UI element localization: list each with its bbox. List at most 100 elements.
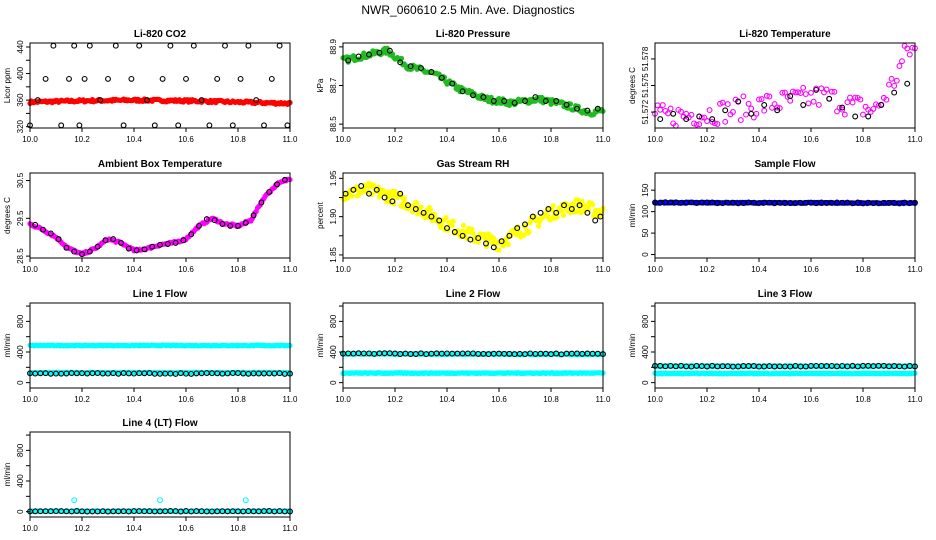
data-point — [818, 85, 825, 92]
data-point — [428, 69, 435, 75]
series-2 — [27, 370, 293, 377]
data-point — [852, 113, 859, 120]
chart-gas_rh: Gas Stream RH percent 10.0 10.2 10.4 10.6 10.8… — [316, 159, 611, 274]
chart-ambient_temp: Ambient Box Temperature degrees C 10.0 10.2… — [3, 159, 298, 274]
data-point — [560, 212, 567, 218]
y-tick-label: 88.9 — [329, 39, 338, 55]
data-point — [397, 59, 404, 66]
data-point — [714, 121, 721, 127]
chart-sample_flow: Sample Flow ml/min 10.0 10.2 10.4 10.6 10.8 11.… — [628, 159, 923, 274]
data-point — [401, 196, 408, 202]
y-tick-label: 0 — [641, 252, 650, 257]
x-tick-label: 11.0 — [283, 265, 299, 274]
y-axis-label: percent — [316, 201, 325, 228]
data-point — [709, 116, 716, 123]
x-tick-label: 10.8 — [543, 265, 559, 274]
data-point — [545, 206, 552, 212]
x-tick-label: 10.4 — [439, 135, 455, 144]
data-point — [774, 107, 781, 114]
chart-licor_temp: Li-820 Temperature degrees C 10.0 10.2 10.4 1… — [628, 29, 923, 144]
y-tick-label: 1.90 — [329, 208, 338, 224]
y-tick-label: 800 — [329, 314, 338, 328]
y-tick-label: 51.578 — [641, 46, 650, 71]
plot-frame — [654, 172, 916, 259]
x-tick-label: 10.6 — [803, 265, 819, 274]
x-tick-label: 11.0 — [283, 395, 299, 404]
chart-line2_flow: Line 2 Flow ml/min 10.0 10.2 10.4 10.6 10.8 11.… — [316, 289, 611, 404]
data-point — [704, 118, 710, 124]
series-2 — [652, 362, 918, 370]
chart-line1_flow: Line 1 Flow ml/min 10.0 10.2 10.4 10.6 10.8 11.… — [3, 289, 298, 404]
data-point — [810, 98, 817, 105]
data-point — [906, 51, 913, 58]
data-point — [242, 219, 249, 226]
chart-co2: Li-820 CO2 Licor ppm 10.0 10.2 10.4 10.6 10.8 1… — [3, 29, 298, 144]
data-point — [414, 200, 420, 206]
data-point — [438, 74, 445, 81]
data-point — [436, 217, 443, 224]
data-point — [180, 237, 187, 244]
data-point — [737, 117, 744, 124]
figure-title: NWR_060610 2.5 Min. Ave. Diagnostics — [361, 3, 574, 17]
data-point — [763, 92, 770, 99]
data-point — [157, 497, 163, 504]
data-point — [841, 111, 848, 118]
data-point — [175, 122, 182, 129]
plot-frame — [29, 42, 291, 129]
x-tick-label: 10.6 — [178, 265, 194, 274]
data-point — [561, 202, 567, 209]
data-point — [839, 104, 846, 111]
data-point — [136, 42, 143, 49]
x-tick-label: 10.0 — [335, 265, 351, 274]
data-point — [407, 63, 414, 70]
data-point — [522, 221, 528, 228]
x-tick-label: 10.8 — [543, 135, 559, 144]
x-tick-label: 10.6 — [178, 524, 194, 533]
data-point — [266, 188, 273, 195]
x-tick-label: 11.0 — [283, 524, 299, 533]
data-point — [490, 98, 497, 104]
y-axis-label: ml/min — [628, 204, 637, 228]
y-tick-label: 800 — [16, 314, 25, 328]
data-point — [584, 107, 591, 114]
chart-title: Li-820 CO2 — [134, 29, 187, 40]
x-tick-label: 10.6 — [803, 135, 819, 144]
data-point — [839, 106, 846, 113]
data-point — [784, 93, 791, 100]
data-point — [71, 248, 78, 255]
series-1 — [27, 42, 291, 129]
x-tick-label: 10.6 — [491, 135, 507, 144]
data-point — [904, 80, 911, 87]
x-tick-label: 10.0 — [22, 395, 38, 404]
data-point — [490, 244, 497, 251]
data-point — [105, 75, 111, 82]
x-tick-label: 10.0 — [22, 524, 38, 533]
chart-title: Line 4 (LT) Flow — [122, 418, 198, 429]
data-point — [735, 98, 742, 105]
x-tick-label: 10.0 — [22, 265, 38, 274]
x-tick-label: 10.8 — [855, 395, 871, 404]
data-point — [888, 75, 895, 82]
data-point — [242, 497, 249, 504]
chart-title: Ambient Box Temperature — [98, 159, 223, 170]
data-point — [188, 231, 195, 238]
data-point — [883, 96, 890, 103]
data-point — [133, 247, 140, 254]
data-point — [745, 100, 752, 107]
x-tick-label: 10.8 — [855, 135, 871, 144]
x-tick-label: 10.2 — [699, 135, 715, 144]
data-point — [584, 209, 591, 216]
data-point — [34, 97, 41, 104]
data-point — [553, 209, 560, 216]
data-point — [381, 194, 388, 201]
y-tick-label: 400 — [641, 345, 650, 359]
y-tick-label: 88.7 — [329, 77, 338, 93]
data-point — [878, 102, 885, 108]
data-point — [532, 94, 539, 101]
data-point — [774, 104, 781, 111]
data-point — [63, 244, 70, 251]
series-1 — [342, 183, 604, 251]
x-tick-label: 10.4 — [751, 395, 767, 404]
data-point — [693, 121, 700, 128]
data-point — [219, 221, 226, 227]
